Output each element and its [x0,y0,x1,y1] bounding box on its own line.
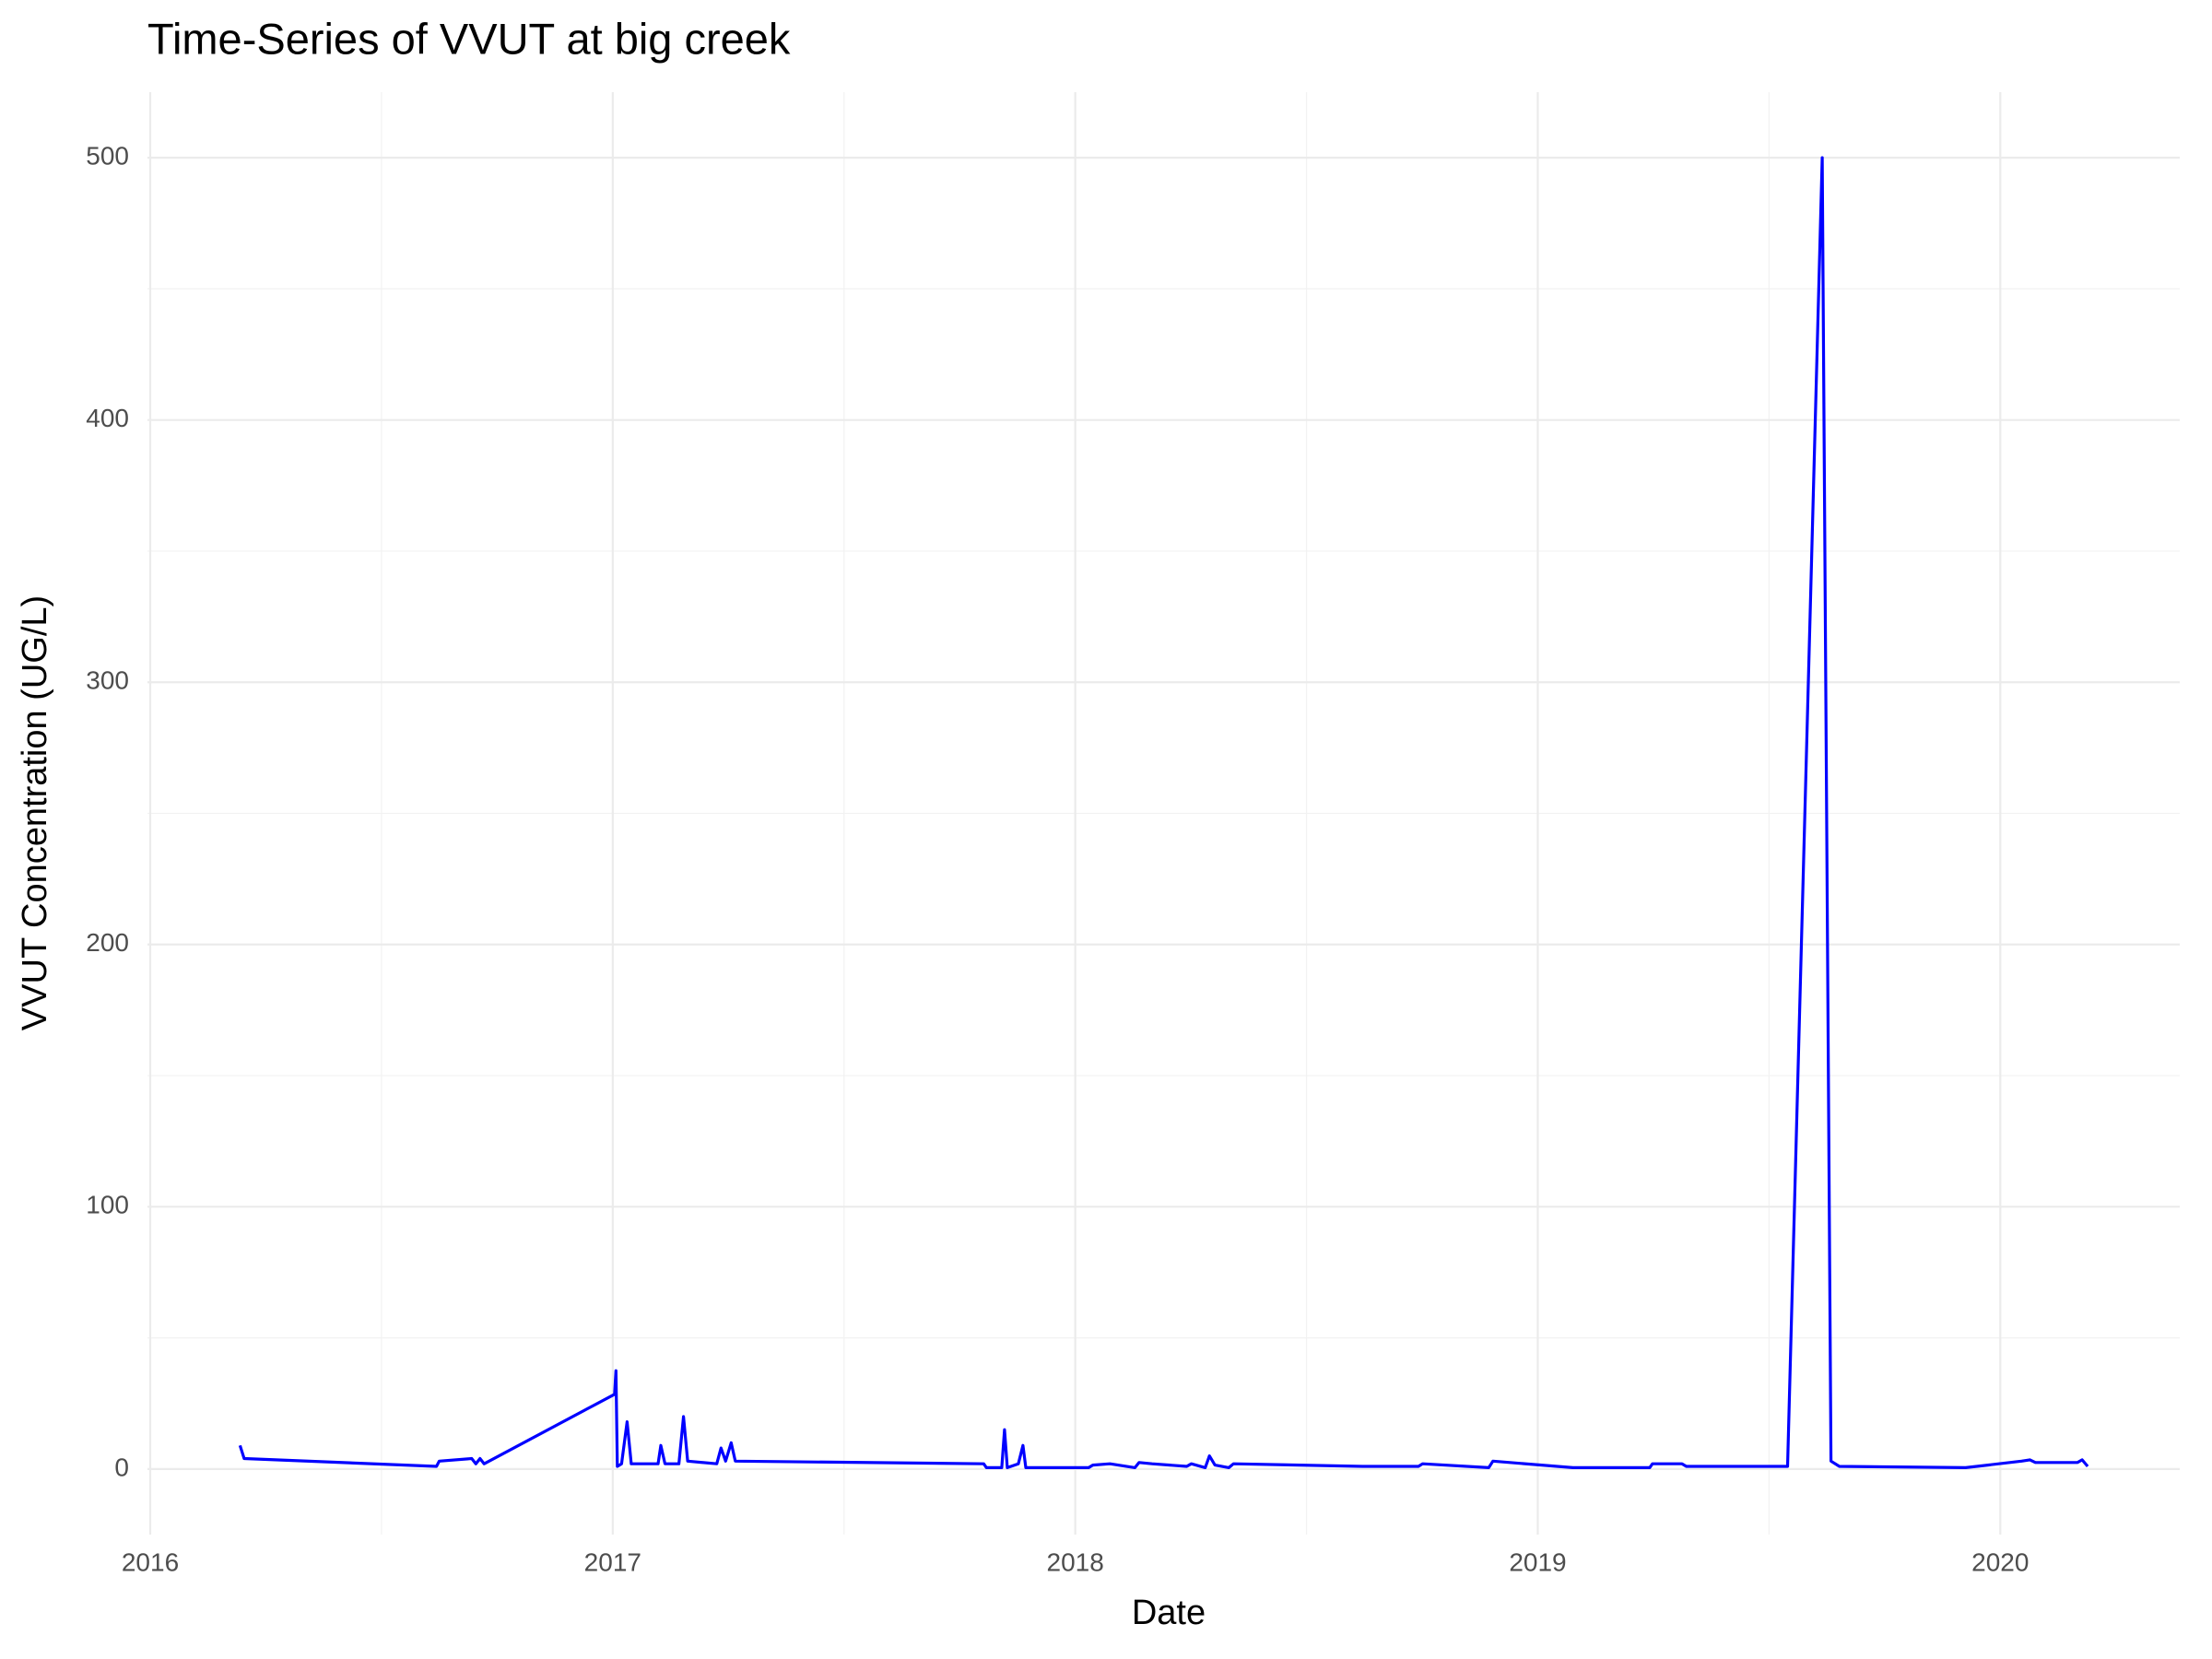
y-tick-label: 300 [86,666,129,695]
x-tick-label: 2020 [1971,1547,2029,1576]
y-tick-label: 0 [114,1453,129,1481]
data-line [238,156,2089,1469]
y-axis-label: VVUT Concentration (UG/L) [16,595,54,1030]
x-tick-label: 2018 [1047,1547,1104,1576]
x-tick-label: 2019 [1509,1547,1566,1576]
y-tick-label: 200 [86,928,129,957]
x-tick-label: 2016 [122,1547,179,1576]
chart-title: Time-Series of VVUT at big creek [147,14,791,63]
y-tick-label: 500 [86,142,129,171]
x-tick-label: 2017 [584,1547,641,1576]
y-tick-label: 100 [86,1191,129,1219]
y-tick-label: 400 [86,404,129,432]
x-axis-label: Date [1132,1594,1206,1632]
